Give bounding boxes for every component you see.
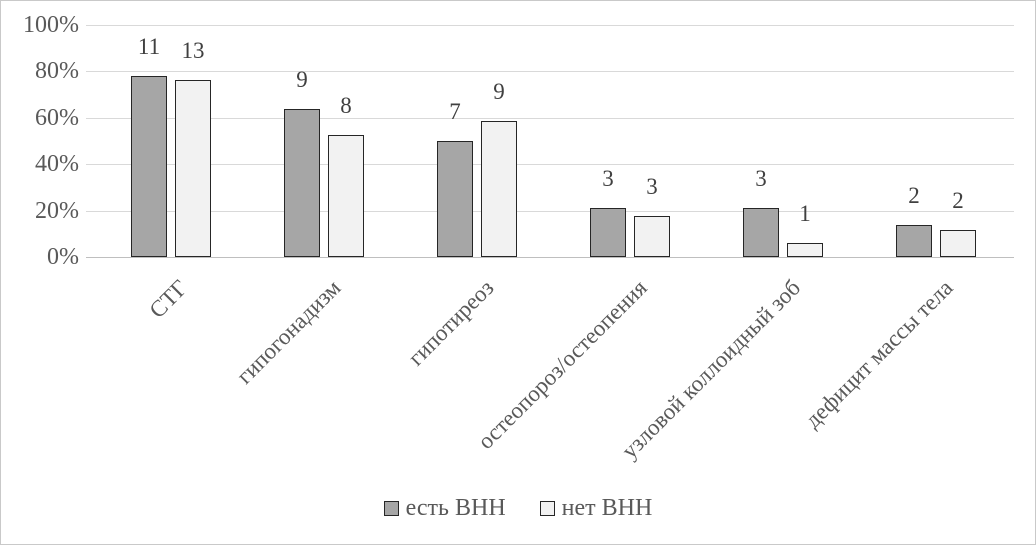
legend-swatch-dark xyxy=(383,501,399,516)
bar-value-series1-cat1: 8 xyxy=(340,93,352,119)
bar-series0-cat4 xyxy=(743,208,779,257)
x-axis-category-3: остеопороз/остеопения xyxy=(472,275,652,454)
bar-value-series0-cat5: 2 xyxy=(908,182,920,208)
gridline-100 xyxy=(86,25,1014,26)
bar-series1-cat1 xyxy=(328,135,364,257)
gridline-40 xyxy=(86,164,1014,166)
y-axis-tick-100: 100% xyxy=(23,12,79,38)
x-axis-category-2: гипотиреоз xyxy=(403,275,499,371)
bar-series0-cat3 xyxy=(590,208,626,257)
bar-value-series1-cat0: 13 xyxy=(181,37,205,63)
bar-series1-cat3 xyxy=(634,216,670,257)
gridline-20 xyxy=(86,210,1014,212)
bar-series1-cat0 xyxy=(175,79,211,257)
bar-value-series0-cat4: 3 xyxy=(755,166,767,192)
y-axis-tick-0: 0% xyxy=(47,244,79,270)
gridline-60 xyxy=(86,117,1014,119)
legend-label-est-vnn: есть ВНН xyxy=(405,495,506,521)
bar-series0-cat2 xyxy=(437,141,473,257)
x-axis-category-1: гипогонадизм xyxy=(231,275,346,389)
bar-series1-cat4 xyxy=(787,243,823,257)
bar-value-series1-cat3: 3 xyxy=(646,174,658,200)
bar-value-series0-cat0: 11 xyxy=(137,34,161,60)
gridline-0 xyxy=(86,257,1014,258)
y-axis-tick-60: 60% xyxy=(35,104,79,131)
y-axis-tick-20: 20% xyxy=(35,197,79,224)
legend: есть ВНН нет ВНН xyxy=(1,495,1035,522)
y-axis-tick-80: 80% xyxy=(35,58,79,85)
bar-value-series1-cat4: 1 xyxy=(799,201,811,227)
x-axis-category-5: дефицит массы тела xyxy=(799,275,958,433)
legend-label-net-vnn: нет ВНН xyxy=(561,495,653,521)
gridline-80 xyxy=(86,71,1014,73)
bar-series0-cat1 xyxy=(284,108,320,257)
bar-value-series1-cat5: 2 xyxy=(952,188,964,214)
bar-series0-cat5 xyxy=(896,224,932,257)
x-axis-category-4: узловой коллоидный зоб xyxy=(616,275,805,464)
bar-value-series0-cat2: 7 xyxy=(449,99,461,124)
bar-series1-cat5 xyxy=(940,230,976,257)
legend-item-net-vnn: нет ВНН xyxy=(539,495,653,522)
bar-value-series0-cat1: 9 xyxy=(296,66,308,92)
y-axis-tick-40: 40% xyxy=(35,151,79,178)
bar-series1-cat2 xyxy=(481,121,517,257)
bar-value-series0-cat3: 3 xyxy=(602,166,614,192)
legend-item-est-vnn: есть ВНН xyxy=(383,495,506,522)
legend-swatch-light xyxy=(539,501,555,516)
x-axis-category-0: СТГ xyxy=(144,275,193,323)
bar-series0-cat0 xyxy=(131,76,167,257)
bar-value-series1-cat2: 9 xyxy=(493,79,505,105)
